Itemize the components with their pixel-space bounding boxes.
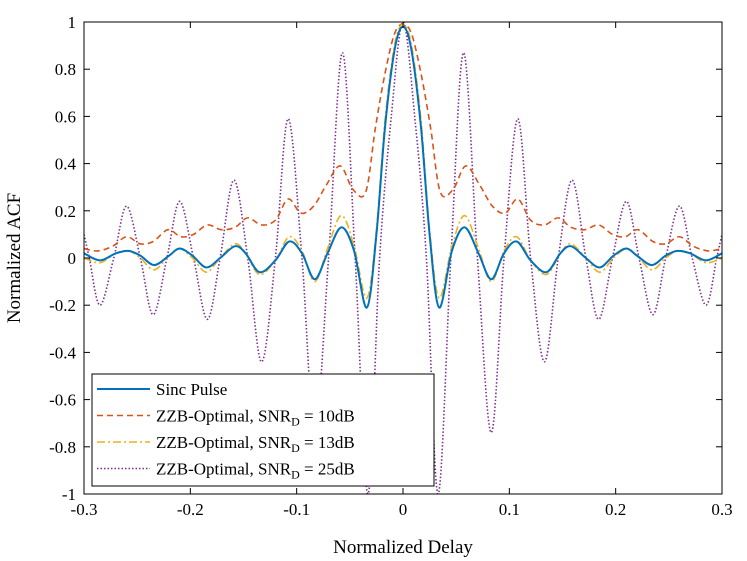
y-tick-label: 1	[68, 13, 77, 32]
x-tick-label: -0.3	[71, 500, 98, 519]
x-tick-label: 0	[399, 500, 408, 519]
y-tick-label: -1	[62, 485, 76, 504]
y-tick-label: -0.8	[49, 438, 76, 457]
ticks-layer: -0.3 -0.2 -0.1 0 0.1 0.2 0.3 -1 -0.8 -0.6 -0.4 -0.2…	[49, 13, 733, 519]
x-tick-label: 0.2	[605, 500, 626, 519]
legend: Sinc Pulse ZZB-Optimal, SNRD = 10dB ZZB-Op…	[91, 373, 435, 487]
y-tick-label: -0.4	[49, 343, 76, 362]
y-tick-label: 0.8	[55, 60, 76, 79]
y-tick-label: -0.6	[49, 391, 76, 410]
y-tick-label: 0.2	[55, 202, 76, 221]
y-tick-label: 0.6	[55, 107, 76, 126]
legend-entry: ZZB-Optimal, SNRD = 13dB	[156, 433, 355, 455]
x-tick-label: 0.3	[711, 500, 732, 519]
y-tick-label: -0.2	[49, 296, 76, 315]
x-tick-label: 0.1	[499, 500, 520, 519]
x-tick-label: -0.2	[177, 500, 204, 519]
legend-entry: Sinc Pulse	[156, 380, 227, 399]
legend-entry: ZZB-Optimal, SNRD = 10dB	[156, 407, 355, 429]
x-axis-title: Normalized Delay	[333, 537, 473, 558]
x-tick-label: -0.1	[283, 500, 310, 519]
plot-frame	[83, 21, 723, 495]
y-axis-title: Normalized ACF	[4, 193, 25, 323]
y-tick-label: 0	[68, 249, 77, 268]
y-tick-label: 0.4	[55, 155, 77, 174]
legend-box	[91, 373, 435, 487]
legend-entry: ZZB-Optimal, SNRD = 25dB	[156, 460, 355, 482]
